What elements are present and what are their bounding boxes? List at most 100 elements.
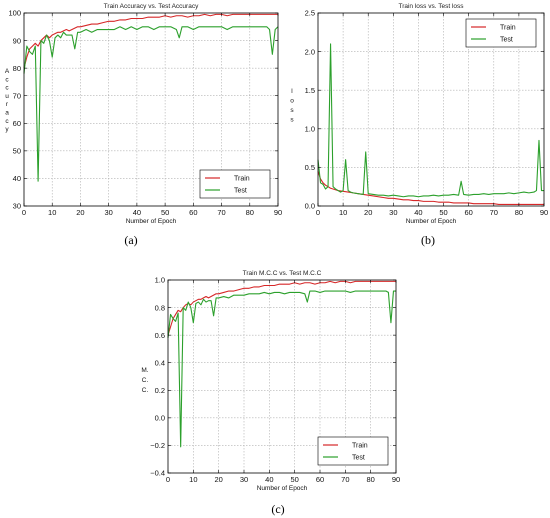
y-axis-label-char: s: [290, 107, 294, 114]
y-tick-label: 0.2: [155, 386, 165, 395]
legend-label-train: Train: [500, 25, 516, 32]
plot-frame: [167, 279, 397, 474]
y-axis-label-char: a: [5, 110, 9, 117]
x-tick-label: 20: [214, 475, 222, 484]
legend: Train Test: [317, 436, 389, 466]
x-tick-label: 70: [341, 475, 349, 484]
x-tick-label: 30: [389, 208, 397, 217]
y-tick-label: 60: [13, 119, 21, 128]
x-tick-label: 10: [189, 475, 197, 484]
x-tick-label: 40: [133, 208, 141, 217]
panel-caption: (b): [421, 233, 435, 247]
y-axis-label-char: s: [290, 117, 294, 124]
x-tick-label: 30: [104, 208, 112, 217]
y-axis-label-char: c: [5, 76, 9, 83]
y-tick-label: 0.0: [305, 202, 315, 211]
series-line-train: [167, 280, 396, 336]
chart-title: Train Accuracy vs. Test Accuracy: [104, 3, 199, 10]
legend-box: [317, 436, 389, 466]
y-tick-label: 30: [13, 202, 21, 211]
x-tick-label: 50: [439, 208, 447, 217]
plot-frame: [23, 12, 279, 207]
series-line-train: [23, 13, 278, 69]
legend-box: [465, 18, 537, 48]
legend: Train Test: [199, 169, 271, 199]
x-tick-label: 80: [366, 475, 374, 484]
y-tick-label: 1.0: [155, 276, 165, 285]
x-axis-label: Number of Epoch: [257, 485, 308, 492]
x-tick-label: 90: [392, 475, 400, 484]
y-tick-label: 2.5: [305, 9, 315, 18]
series-line-train: [317, 171, 544, 206]
panel-caption: (c): [271, 502, 284, 516]
y-tick-label: 0.6: [155, 331, 165, 340]
y-axis-label-char: C.: [142, 377, 149, 384]
y-axis-label-char: A: [5, 68, 10, 75]
y-tick-label: 1.0: [305, 125, 315, 134]
x-tick-label: 90: [540, 208, 548, 217]
panel-caption: (a): [124, 233, 137, 247]
x-tick-label: 40: [414, 208, 422, 217]
y-axis-label-char: c: [5, 118, 9, 125]
y-tick-label: 50: [13, 147, 21, 156]
legend-label-train: Train: [234, 176, 250, 183]
y-axis-label-char: c: [5, 85, 9, 92]
legend-label-test: Test: [352, 455, 365, 462]
x-tick-label: 40: [265, 475, 273, 484]
y-tick-label: 0.5: [305, 163, 315, 172]
y-tick-label: 90: [13, 36, 21, 45]
y-tick-label: 0.0: [155, 414, 165, 423]
x-axis-label: Number of Epoch: [126, 218, 177, 225]
y-axis-label-char: r: [6, 101, 9, 108]
x-tick-label: 60: [316, 475, 324, 484]
x-tick-label: 50: [161, 208, 169, 217]
y-tick-label: 70: [13, 91, 21, 100]
x-tick-label: 70: [217, 208, 225, 217]
x-tick-label: 0: [316, 208, 320, 217]
y-tick-label: 1.5: [305, 86, 315, 95]
x-tick-label: 20: [76, 208, 84, 217]
x-tick-label: 50: [290, 475, 298, 484]
x-tick-label: 90: [274, 208, 282, 217]
legend-label-test: Test: [500, 37, 513, 44]
series-line-test: [23, 26, 279, 182]
x-tick-label: 80: [246, 208, 254, 217]
y-tick-label: 80: [13, 64, 21, 73]
chart-b: 0 10 20 30 40 50 60 70 80 90 0.0 0.5 1.0 1.5 2.0 2.5 Tra…: [290, 3, 548, 247]
y-axis-label-char: y: [5, 126, 9, 133]
chart-a: 0 10 20 30 40 50 60 70 80 90 30 40 50 60 70 80 90 100 Trai…: [5, 3, 282, 247]
y-tick-label: 0.8: [155, 303, 165, 312]
chart-c: 0 10 20 30 40 50 60 70 80 90 −0.4 −0.2 0.0 0.2 0.4 0.6 0…: [141, 270, 400, 516]
chart-title: Train M.C.C vs. Test M.C.C: [243, 270, 322, 277]
y-axis-label-char: C.: [142, 387, 149, 394]
y-tick-label: −0.2: [150, 441, 165, 450]
legend-label-train: Train: [352, 443, 368, 450]
y-tick-label: 100: [8, 9, 21, 18]
chart-title: Train loss vs. Test loss: [398, 3, 464, 10]
series-line-test: [317, 43, 544, 198]
x-tick-label: 10: [48, 208, 56, 217]
x-tick-label: 60: [464, 208, 472, 217]
legend-label-test: Test: [234, 188, 247, 195]
y-axis-label-char: M.: [141, 367, 148, 374]
x-tick-label: 0: [166, 475, 170, 484]
y-tick-label: −0.4: [150, 469, 165, 478]
series-line-test: [167, 290, 396, 448]
y-axis-label-char: l: [291, 88, 293, 95]
legend: Train Test: [465, 18, 537, 48]
x-tick-label: 60: [189, 208, 197, 217]
y-tick-label: 40: [13, 174, 21, 183]
x-tick-label: 30: [240, 475, 248, 484]
y-axis-label-char: u: [5, 93, 9, 100]
plot-frame: [317, 12, 545, 207]
x-tick-label: 10: [339, 208, 347, 217]
x-tick-label: 70: [490, 208, 498, 217]
x-tick-label: 0: [22, 208, 26, 217]
y-tick-label: 0.4: [155, 358, 165, 367]
y-axis-label-char: o: [290, 98, 294, 105]
x-tick-label: 20: [364, 208, 372, 217]
y-tick-label: 2.0: [305, 47, 315, 56]
legend-box: [199, 169, 271, 199]
x-tick-label: 80: [515, 208, 523, 217]
